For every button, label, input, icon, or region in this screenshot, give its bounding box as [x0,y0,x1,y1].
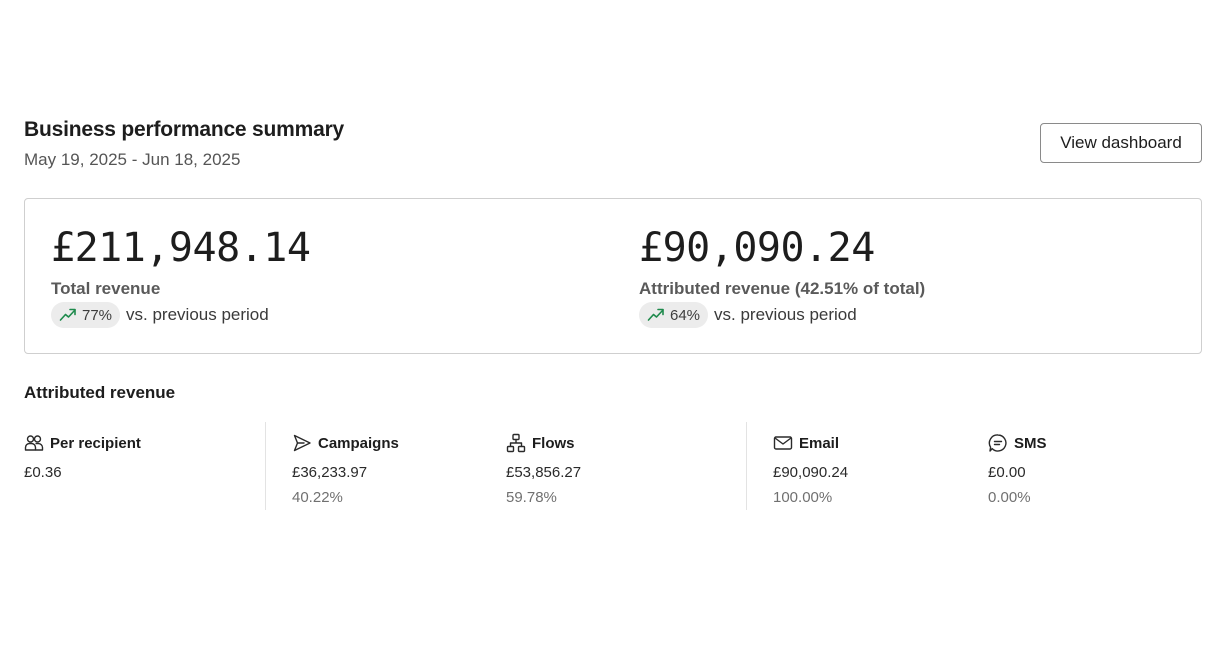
revenue-summary-card: £211,948.14 Total revenue 77% vs. previo… [24,198,1202,354]
campaigns-percent: 40.22% [292,489,343,506]
view-dashboard-button[interactable]: View dashboard [1040,123,1202,163]
per-recipient-value: £0.36 [24,464,62,481]
per-recipient-stat: Per recipient £0.36 [24,432,141,482]
sms-header: SMS [988,432,1047,454]
page-header: Business performance summary May 19, 202… [24,118,1202,178]
attributed-revenue-label: Attributed revenue (42.51% of total) [639,279,926,298]
attributed-revenue-value: £90,090.24 [639,225,875,271]
flows-stat: Flows £53,856.27 59.78% [506,432,581,506]
campaigns-header: Campaigns [292,432,399,454]
sms-percent: 0.00% [988,489,1031,506]
email-header: Email [773,432,848,454]
delta-description: vs. previous period [714,305,857,324]
users-icon [24,433,44,453]
delta-percent: 77% [82,306,113,324]
page-title: Business performance summary [24,118,345,141]
delta-badge: 64% [639,302,709,328]
sms-label: SMS [1014,434,1047,452]
attributed-revenue-delta: 64% vs. previous period [639,302,925,328]
flows-percent: 59.78% [506,489,557,506]
trending-up-icon [59,308,76,321]
sms-stat: SMS £0.00 0.00% [988,432,1047,506]
attributed-revenue-section-title: Attributed revenue [24,383,176,402]
date-range: May 19, 2025 - Jun 18, 2025 [24,150,241,169]
message-icon [988,433,1008,453]
divider [265,422,266,510]
mail-icon [773,433,793,453]
attributed-revenue-breakdown: Per recipient £0.36 Campaigns £36,233.97… [24,422,1202,510]
campaigns-stat: Campaigns £36,233.97 40.22% [292,432,399,507]
total-revenue-value: £211,948.14 [51,225,311,271]
sms-value: £0.00 [988,464,1026,481]
flows-label: Flows [532,434,575,452]
flows-header: Flows [506,432,581,454]
per-recipient-header: Per recipient [24,432,141,454]
total-revenue-label: Total revenue [51,279,161,298]
divider [746,422,747,510]
email-label: Email [799,434,840,452]
delta-description: vs. previous period [126,305,269,324]
trending-up-icon [647,308,664,321]
campaigns-value: £36,233.97 [292,464,368,481]
send-icon [292,433,312,453]
email-percent: 100.00% [773,489,833,506]
delta-percent: 64% [670,306,701,324]
email-stat: Email £90,090.24 100.00% [773,432,849,507]
total-revenue-metric: £211,948.14 Total revenue 77% vs. previo… [51,223,311,328]
email-value: £90,090.24 [773,464,849,481]
campaigns-label: Campaigns [318,434,399,452]
flows-value: £53,856.27 [506,464,582,481]
flow-icon [506,433,526,453]
per-recipient-label: Per recipient [50,434,141,452]
delta-badge: 77% [51,302,121,328]
total-revenue-delta: 77% vs. previous period [51,302,310,328]
attributed-revenue-metric: £90,090.24 Attributed revenue (42.51% of… [639,223,925,328]
